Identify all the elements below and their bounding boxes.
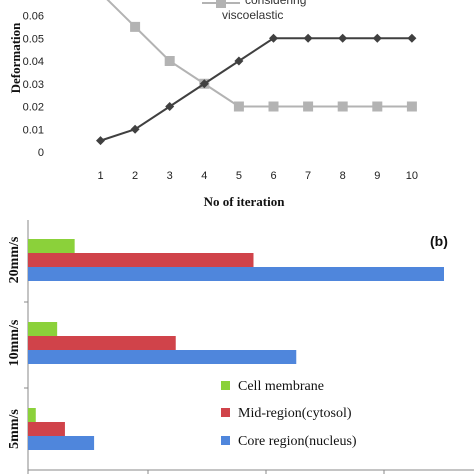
x-tick-label: 9: [374, 170, 380, 182]
diamond-marker: [199, 79, 209, 89]
square-marker: [130, 21, 141, 32]
x-tick-label: 6: [270, 170, 276, 182]
diamond-marker: [165, 102, 175, 111]
deformation-line-chart: 0 0.01 0.02 0.03 0.04 0.05 0.06 1 2 3 4 5 6 7 8 9 10 No o…: [8, 0, 418, 209]
legend-label: Cell membrane: [238, 379, 324, 394]
x-axis-title: No of iteration: [204, 194, 286, 209]
bar: [28, 422, 65, 436]
panel-label: (b): [430, 233, 448, 249]
x-tick-label: 8: [340, 170, 346, 182]
y-tick-label: 0.05: [23, 33, 44, 45]
square-marker: [372, 101, 383, 112]
y-tick-label: 0.02: [23, 102, 44, 114]
bar: [28, 253, 254, 267]
legend-label: Core region(nucleus): [238, 434, 357, 449]
bar: [28, 322, 58, 336]
diamond-marker: [407, 33, 417, 43]
x-tick-label: 5: [236, 170, 242, 182]
legend-swatch: [221, 381, 230, 390]
y-tick-label: 0.06: [23, 11, 44, 23]
y-tick-label: 0.04: [23, 56, 44, 68]
line-plot-area: [96, 0, 417, 146]
x-tick-label: 1: [97, 170, 103, 182]
legend-swatch: [221, 436, 230, 445]
series-line: [106, 0, 412, 108]
bar: [28, 350, 297, 364]
bar: [28, 267, 444, 281]
legend-marker: [216, 0, 226, 8]
square-marker: [337, 101, 348, 112]
legend-label: Mid-region(cytosol): [238, 406, 352, 421]
square-marker: [406, 101, 417, 112]
bar: [28, 436, 95, 450]
x-tick-label: 4: [201, 170, 207, 182]
bar: [28, 239, 75, 253]
bar: [28, 336, 176, 350]
square-marker: [164, 56, 175, 66]
y-tick-label: 0.01: [23, 124, 44, 136]
diamond-marker: [234, 56, 244, 66]
x-tick-label: 10: [406, 170, 418, 182]
legend-swatch: [221, 408, 230, 417]
y-tick-label: 0: [38, 147, 44, 159]
category-label: 5mm/s: [7, 409, 22, 449]
bar: [28, 408, 36, 422]
category-label: 10mm/s: [7, 319, 22, 366]
legend-label: considering: [245, 0, 306, 7]
square-marker: [268, 101, 279, 112]
x-tick-label: 7: [305, 170, 311, 182]
velocity-bar-chart: (b) 20mm/s 10mm/s 5mm/s Cell membrane Mid-reg…: [7, 220, 474, 474]
category-label: 20mm/s: [7, 236, 22, 283]
diamond-marker: [269, 33, 278, 43]
diamond-marker: [96, 136, 105, 146]
diamond-marker: [130, 124, 140, 134]
y-axis-title: Deformation: [8, 22, 23, 94]
square-marker: [303, 101, 314, 112]
diamond-marker: [303, 33, 313, 43]
square-marker: [233, 101, 244, 112]
diamond-marker: [338, 33, 348, 43]
legend-label: viscoelastic: [222, 8, 283, 22]
y-tick-label: 0.03: [23, 79, 44, 91]
x-tick-label: 2: [132, 170, 138, 182]
series-line: [100, 37, 412, 142]
x-tick-label: 3: [167, 170, 173, 182]
diamond-marker: [372, 33, 382, 43]
